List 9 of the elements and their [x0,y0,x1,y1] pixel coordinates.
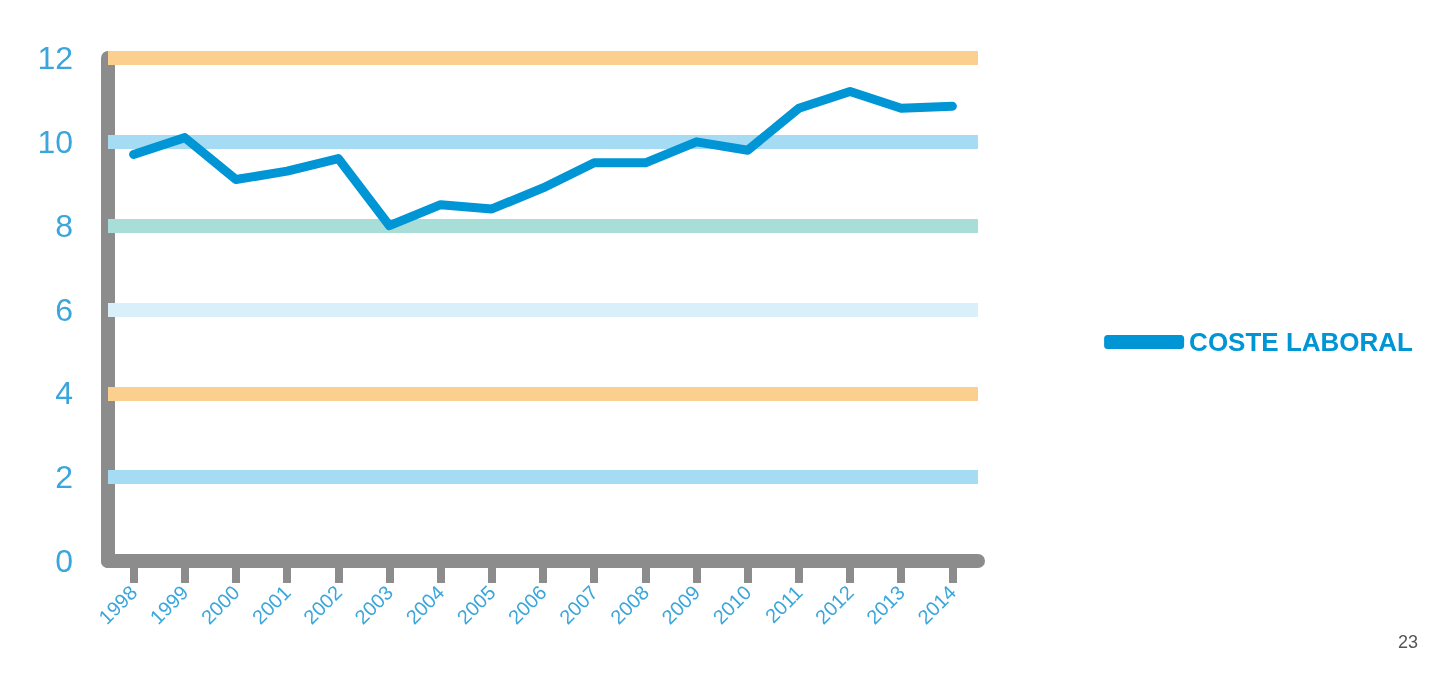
y-tick-label: 0 [55,543,73,579]
legend-label: COSTE LABORAL [1189,327,1414,357]
y-tick-label: 4 [55,375,73,412]
y-tick-label: 2 [55,459,73,496]
text: 23 [1397,632,1419,652]
y-tick-label: 10 [37,123,73,160]
y-tick-label: 6 [55,291,73,328]
y-tick-label: 12 [37,40,73,76]
y-tick-label: 8 [55,207,73,244]
